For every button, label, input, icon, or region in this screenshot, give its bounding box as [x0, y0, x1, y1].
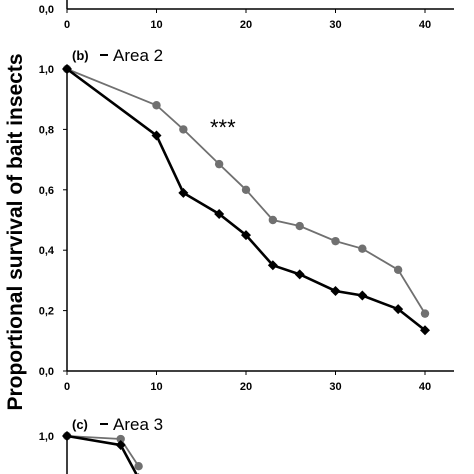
panel-b-series-0-point [152, 101, 161, 110]
panel-a-x-tick-label: 40 [419, 19, 431, 31]
panel-c-title: Area 3 [113, 415, 163, 434]
panel-c-legend-dash [100, 423, 108, 425]
panel-c-series-0-line [66, 435, 140, 467]
panel-b-series-1-line [66, 67, 426, 332]
significance-annotation: *** [210, 115, 236, 140]
panel-b-title: Area 2 [113, 46, 163, 65]
panel-a-x-tick-label: 10 [150, 19, 162, 31]
panel-b-y-tick-label: 1,0 [39, 64, 54, 76]
panel-b-y-tick-label: 0,6 [39, 185, 54, 197]
panel-b-series-0-point [393, 265, 403, 275]
panel-b-series-1-point [62, 64, 72, 74]
panel-a-x-tick-label: 20 [240, 19, 252, 31]
panel-c: (c) Area 3 1,0 [39, 415, 163, 474]
panel-b-legend-dash [100, 54, 108, 56]
y-axis-label: Proportional survival of bait insects [4, 53, 27, 410]
panel-b-series-0-point [358, 244, 367, 253]
panel-b-y-tick-label: 0,8 [39, 124, 54, 136]
panel-b-series-1-point [241, 230, 251, 241]
panel-b-series-0-point [241, 185, 251, 194]
panel-b-series-0-point [420, 309, 430, 318]
panel-b-y-tick-label: 0,4 [39, 245, 55, 257]
panel-b-series-1-point [178, 187, 189, 198]
panel-c-series-1-point [115, 440, 126, 451]
panel-b: (b) Area 2 *** 0,0 0,2 0,4 0,6 0,8 1,0 0 10 20 30… [39, 46, 454, 393]
panel-b-series-1-point [267, 260, 278, 271]
panel-a: 0,0 0 10 20 30 40 [39, 0, 454, 31]
panel-b-series-0-point [331, 236, 340, 246]
panel-b-series-1-point [330, 285, 341, 296]
panel-b-series-1-point [294, 269, 305, 280]
panel-b-series-1-point [151, 130, 162, 141]
panel-b-series-0-point [295, 221, 304, 231]
panel-b-x-tick-label: 30 [329, 381, 341, 393]
panel-b-y-tick-label: 0,2 [39, 306, 54, 318]
panel-a-y-tick-label: 0,0 [39, 4, 54, 16]
panel-c-y-tick-label: 1,0 [39, 431, 54, 443]
panel-b-series-1-point [357, 290, 368, 301]
panel-b-letter: (b) [72, 48, 89, 63]
panel-b-x-tick-label: 0 [64, 381, 70, 393]
panel-a-x-tick-label: 0 [64, 19, 70, 31]
panel-b-series-0-point [179, 125, 188, 134]
panel-a-x-tick-label: 30 [329, 19, 341, 31]
panel-b-series-1-point [214, 208, 225, 219]
panel-b-y-tick-label: 0,0 [39, 366, 54, 378]
panel-c-series-1-point [62, 431, 72, 441]
panel-b-series-1-point [420, 325, 430, 336]
panel-b-x-tick-label: 10 [150, 381, 162, 393]
panel-b-x-tick-label: 20 [240, 381, 252, 393]
panel-b-series-1-point [393, 304, 404, 315]
panel-c-series-0-point [134, 462, 143, 471]
panel-c-series-0-point [116, 434, 125, 444]
panel-b-series-0-point [268, 215, 278, 225]
panel-c-letter: (c) [72, 417, 88, 432]
panel-b-x-tick-label: 40 [419, 381, 431, 393]
panel-c-series-1-line [66, 434, 138, 474]
panel-b-series-0-point [214, 159, 224, 169]
